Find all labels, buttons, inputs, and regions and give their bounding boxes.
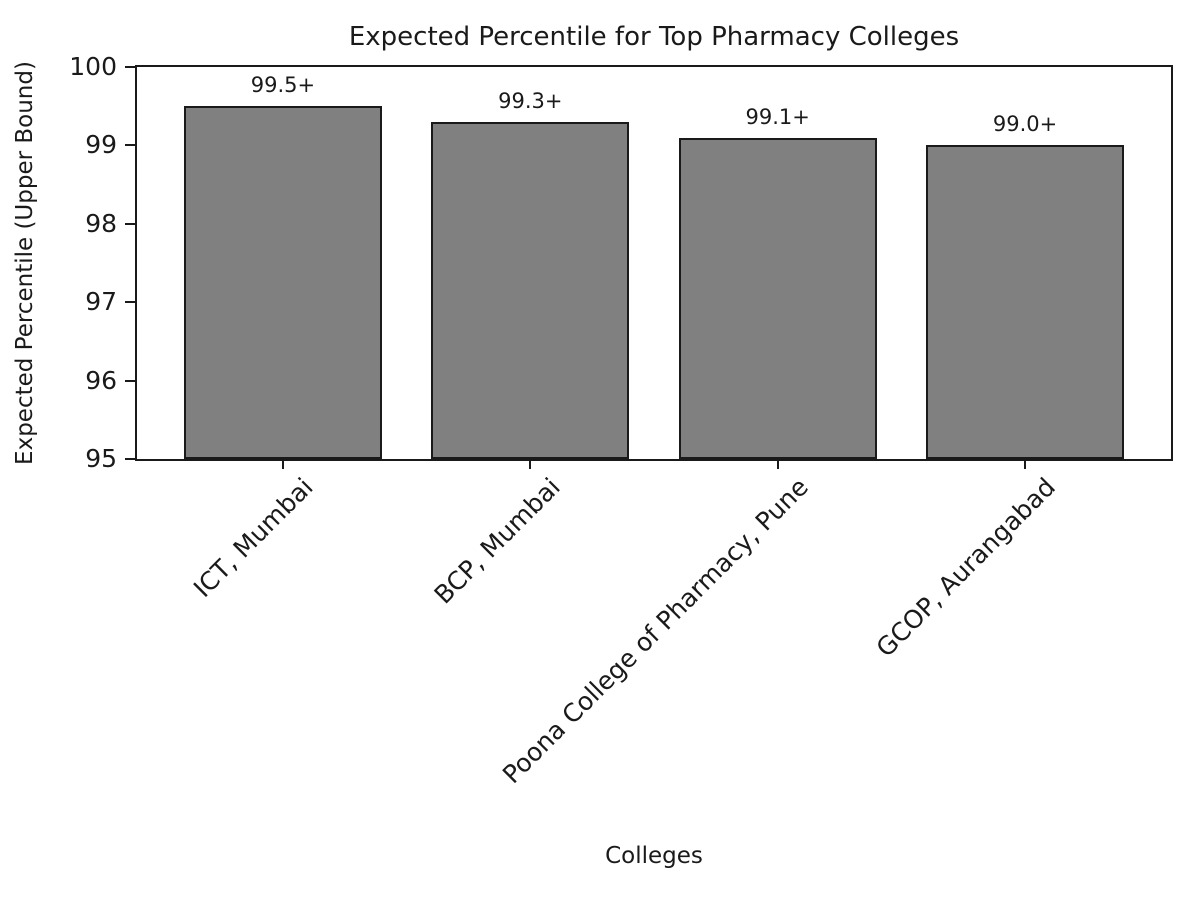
x-tick-label: ICT, Mumbai [188,472,319,604]
bar-value-label: 99.1+ [745,104,810,129]
x-tick-label: Poona College of Pharmacy, Pune [496,472,814,790]
x-tick-label: GCOP, Aurangabad [870,472,1061,663]
y-tick-label: 95 [85,444,117,473]
y-tick-label: 97 [85,287,117,317]
bar-2 [678,137,877,459]
x-tick-label: BCP, Mumbai [428,472,567,610]
y-tick-label: 100 [69,52,117,81]
y-tick [125,222,135,225]
y-tick-label: 99 [85,130,117,160]
y-tick [125,458,135,460]
bar-3 [926,145,1124,459]
y-tick-label: 98 [85,208,117,238]
y-axis-label: Expected Percentile (Upper Bound) [12,61,38,465]
y-tick [125,379,135,382]
x-axis-label: Colleges [605,843,703,869]
plot-area: 99.5+ ICT, Mumbai 99.3+ BCP, Mumbai 99.1+ Poo… [69,52,1173,789]
bar-value-label: 99.5+ [250,73,316,98]
y-tick [125,144,135,147]
y-tick-label: 96 [85,365,117,395]
chart-title: Expected Percentile for Top Pharmacy Col… [348,22,960,52]
x-tick [776,459,779,469]
bar-0 [184,106,382,459]
y-tick [125,301,135,304]
x-tick [281,459,284,469]
bar-value-label: 99.3+ [498,88,563,113]
bar-value-label: 99.0+ [992,112,1058,137]
x-tick [529,459,532,469]
y-tick [125,66,135,68]
x-tick [1024,459,1027,469]
bar-1 [431,121,630,459]
